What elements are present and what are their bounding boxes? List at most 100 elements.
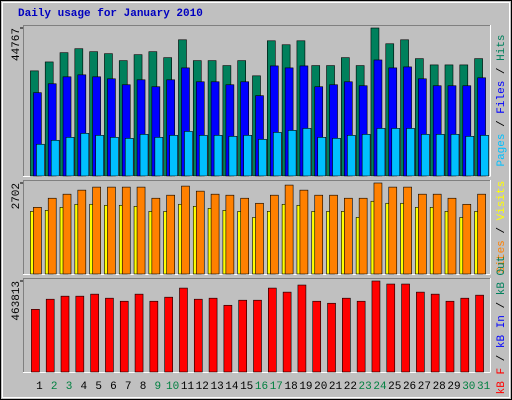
- bar: [480, 135, 489, 177]
- bar: [391, 128, 401, 177]
- bar: [223, 304, 233, 373]
- bar: [447, 197, 457, 275]
- bar: [107, 186, 116, 275]
- x-tick-label: 3: [66, 381, 73, 393]
- x-tick-label: 16: [255, 381, 268, 393]
- x-tick-label: 9: [155, 381, 162, 393]
- legend-entry: kB F: [496, 368, 508, 394]
- x-tick-label: 25: [388, 381, 401, 393]
- x-tick-label: 18: [285, 381, 298, 393]
- x-tick-label: 6: [110, 381, 117, 393]
- bar: [139, 134, 149, 177]
- x-tick-label: 11: [181, 381, 195, 393]
- x-tick-label: 5: [95, 381, 102, 393]
- bar: [45, 298, 55, 373]
- x-tick-label: 22: [344, 381, 357, 393]
- bar: [332, 138, 341, 177]
- bar: [302, 128, 312, 177]
- bar: [90, 293, 99, 373]
- bar: [317, 137, 327, 177]
- bar: [184, 131, 193, 177]
- x-tick-label: 15: [240, 381, 253, 393]
- bar: [95, 135, 104, 177]
- legend-separator: /: [496, 220, 508, 240]
- bar: [255, 202, 264, 275]
- bar: [342, 297, 351, 373]
- bar: [225, 194, 235, 275]
- bar: [386, 283, 396, 373]
- bar: [134, 293, 144, 373]
- legend-entry: kB Out: [496, 256, 508, 296]
- x-tick-label: 2: [51, 381, 58, 393]
- x-tick-label: 1: [36, 381, 43, 393]
- bar: [314, 194, 324, 275]
- x-tick-label: 12: [196, 381, 209, 393]
- bar: [105, 297, 114, 373]
- bar: [31, 309, 40, 373]
- bar: [75, 295, 85, 373]
- bar: [416, 291, 425, 373]
- x-tick-label: 13: [210, 381, 223, 393]
- x-tick-label: 23: [359, 381, 372, 393]
- legend-entry: Hits: [496, 34, 508, 60]
- bar: [361, 134, 371, 177]
- bar: [465, 136, 475, 177]
- bar: [228, 136, 238, 177]
- legend-entry: Files: [496, 81, 508, 114]
- bar: [475, 294, 484, 373]
- bar: [92, 186, 101, 275]
- bar: [329, 194, 338, 275]
- bar: [181, 185, 190, 275]
- bar: [270, 194, 279, 275]
- bar: [432, 193, 442, 275]
- y-tick-label: 44767: [11, 28, 23, 61]
- legend-separator: /: [496, 114, 508, 134]
- legend: kB F / kB In / kB Out: [496, 256, 508, 395]
- bar: [238, 299, 247, 373]
- bar: [166, 194, 175, 275]
- bar: [210, 193, 220, 275]
- bar: [356, 300, 366, 373]
- bar: [60, 295, 70, 373]
- bar: [243, 135, 252, 177]
- bar: [421, 134, 430, 177]
- x-tick-label: 21: [329, 381, 343, 393]
- bar: [33, 207, 42, 275]
- bar: [36, 143, 45, 177]
- legend-entry: Sites: [496, 240, 508, 273]
- bar: [193, 298, 203, 373]
- bar: [388, 186, 398, 275]
- bar: [401, 283, 410, 373]
- x-tick-label: 31: [477, 381, 491, 393]
- x-tick-label: 8: [140, 381, 147, 393]
- legend-separator: /: [496, 348, 508, 368]
- x-tick-label: 30: [462, 381, 475, 393]
- legend-entry: kB In: [496, 315, 508, 348]
- bar: [77, 189, 87, 275]
- bar: [179, 287, 188, 373]
- bar: [376, 128, 386, 177]
- bar: [460, 297, 470, 373]
- x-tick-label: 17: [270, 381, 283, 393]
- x-tick-label: 10: [166, 381, 179, 393]
- bar: [65, 137, 75, 177]
- bar: [164, 296, 173, 373]
- bar: [418, 193, 427, 275]
- bar: [312, 300, 322, 373]
- bar: [406, 128, 415, 177]
- legend: Pages / Files / Hits: [496, 34, 508, 166]
- bar: [327, 302, 336, 373]
- bar: [198, 135, 208, 177]
- bar: [50, 139, 60, 177]
- bar: [347, 135, 356, 177]
- bar: [119, 300, 129, 373]
- bar: [240, 197, 249, 275]
- bar: [268, 287, 277, 373]
- bar: [80, 133, 90, 177]
- bar: [149, 300, 159, 373]
- bar: [258, 139, 267, 177]
- bar: [430, 293, 440, 373]
- bar: [273, 132, 282, 177]
